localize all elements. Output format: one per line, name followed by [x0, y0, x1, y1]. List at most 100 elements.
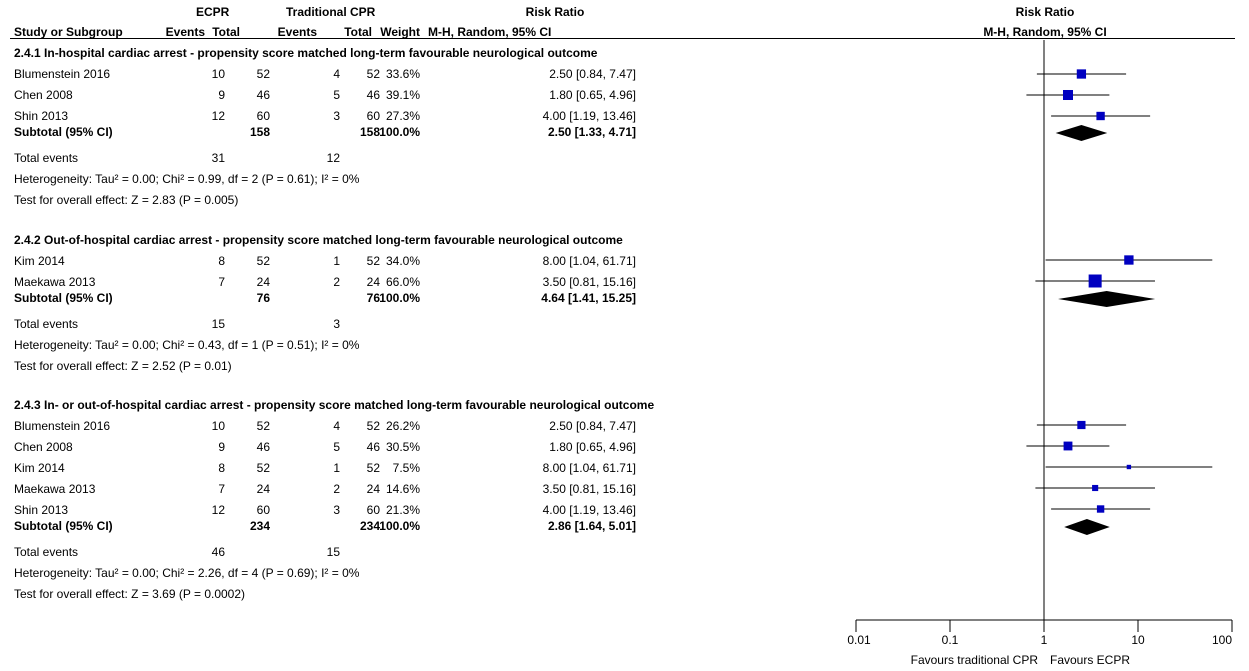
events-ecpr: 7 [218, 275, 225, 289]
overall-effect: Test for overall effect: Z = 2.83 (P = 0… [14, 193, 239, 207]
events-ecpr: 9 [218, 440, 225, 454]
events-trad: 2 [333, 482, 340, 496]
total-events-trad: 12 [326, 151, 340, 165]
weight: 21.3% [385, 503, 420, 517]
total-ecpr: 24 [256, 482, 270, 496]
study-marker [1126, 464, 1132, 470]
group-title: 2.4.1 In-hospital cardiac arrest - prope… [14, 46, 598, 60]
study-marker [1077, 420, 1086, 430]
header-weight: Weight [380, 25, 420, 39]
subtotal-total-trad: 76 [366, 291, 380, 305]
header-events-trad: Events [277, 25, 317, 39]
study-marker [1063, 441, 1073, 451]
total-trad: 46 [366, 88, 380, 102]
subtotal-weight: 100.0% [379, 125, 420, 139]
events-trad: 3 [333, 109, 340, 123]
favours-ecpr-label: Favours ECPR [1050, 653, 1131, 667]
risk-ratio-ci: 8.00 [1.04, 61.71] [542, 254, 636, 268]
total-ecpr: 60 [256, 503, 270, 517]
study-marker [1092, 484, 1099, 492]
total-events-ecpr: 46 [211, 545, 225, 559]
study-name: Blumenstein 2016 [14, 67, 111, 81]
subtotal-diamond [1064, 519, 1110, 535]
risk-ratio-ci: 2.50 [0.84, 7.47] [549, 67, 636, 81]
total-ecpr: 46 [256, 440, 270, 454]
weight: 66.0% [385, 275, 420, 289]
header-row: Study or Subgroup Events Total Events To… [10, 22, 1235, 39]
events-ecpr: 12 [211, 503, 225, 517]
total-events-label: Total events [14, 151, 79, 165]
total-ecpr: 24 [256, 275, 270, 289]
risk-ratio-ci: 3.50 [0.81, 15.16] [542, 275, 636, 289]
weight: 30.5% [385, 440, 420, 454]
risk-ratio-ci: 1.80 [0.65, 4.96] [549, 88, 636, 102]
subtotal-diamond [1055, 125, 1108, 141]
heterogeneity: Heterogeneity: Tau² = 0.00; Chi² = 0.43,… [14, 338, 360, 352]
study-name: Chen 2008 [14, 88, 73, 102]
total-events-label: Total events [14, 317, 79, 331]
heterogeneity: Heterogeneity: Tau² = 0.00; Chi² = 2.26,… [14, 566, 360, 580]
subtotal-total-ecpr: 234 [249, 519, 270, 533]
events-ecpr: 7 [218, 482, 225, 496]
total-trad: 52 [366, 419, 380, 433]
risk-ratio-ci: 8.00 [1.04, 61.71] [542, 461, 636, 475]
weight: 26.2% [385, 419, 420, 433]
total-trad: 60 [366, 109, 380, 123]
header-risk-ratio: Risk Ratio [525, 5, 585, 19]
overall-effect: Test for overall effect: Z = 3.69 (P = 0… [14, 587, 246, 601]
tick-label: 0.01 [847, 633, 871, 647]
total-trad: 46 [366, 440, 380, 454]
study-marker [1096, 505, 1105, 513]
weight: 33.6% [385, 67, 420, 81]
study-marker [1088, 274, 1102, 288]
risk-ratio-ci: 2.50 [0.84, 7.47] [549, 419, 636, 433]
study-name: Kim 2014 [14, 254, 65, 268]
total-events-trad: 15 [326, 545, 340, 559]
events-trad: 5 [333, 88, 340, 102]
header-ecpr: ECPR [196, 5, 230, 19]
total-ecpr: 52 [256, 254, 270, 268]
total-ecpr: 46 [256, 88, 270, 102]
study-marker [1096, 111, 1105, 121]
study-name: Maekawa 2013 [14, 482, 96, 496]
risk-ratio-ci: 4.00 [1.19, 13.46] [542, 503, 636, 517]
study-name: Shin 2013 [14, 503, 69, 517]
total-trad: 24 [366, 275, 380, 289]
study-name: Kim 2014 [14, 461, 65, 475]
total-events-trad: 3 [333, 317, 340, 331]
header-risk-ratio-plot: Risk Ratio [1015, 5, 1075, 19]
study-marker [1062, 89, 1073, 101]
header-study: Study or Subgroup [14, 25, 123, 39]
events-ecpr: 8 [218, 254, 225, 268]
total-trad: 52 [366, 67, 380, 81]
weight: 39.1% [385, 88, 420, 102]
subtotal-label: Subtotal (95% CI) [14, 125, 113, 139]
heterogeneity: Heterogeneity: Tau² = 0.00; Chi² = 0.99,… [14, 172, 360, 186]
subtotal-ci: 4.64 [1.41, 15.25] [541, 291, 636, 305]
header-method-plot: M-H, Random, 95% CI [983, 25, 1107, 39]
subtotal-diamond [1058, 291, 1156, 307]
total-trad: 24 [366, 482, 380, 496]
subtotal-ci: 2.50 [1.33, 4.71] [547, 125, 636, 139]
total-ecpr: 52 [256, 461, 270, 475]
subtotal-total-trad: 234 [359, 519, 380, 533]
subtotal-total-trad: 158 [359, 125, 380, 139]
subtotal-weight: 100.0% [379, 519, 420, 533]
group-title: 2.4.3 In- or out-of-hospital cardiac arr… [14, 398, 655, 412]
study-name: Maekawa 2013 [14, 275, 96, 289]
header-total-trad: Total [344, 25, 372, 39]
total-ecpr: 60 [256, 109, 270, 123]
subtotal-total-ecpr: 158 [249, 125, 270, 139]
events-ecpr: 10 [211, 419, 225, 433]
header-total-ecpr: Total [212, 25, 240, 39]
study-marker [1076, 69, 1087, 79]
subtotal-ci: 2.86 [1.64, 5.01] [547, 519, 636, 533]
subtotal-label: Subtotal (95% CI) [14, 291, 113, 305]
tick-label: 100 [1211, 633, 1233, 647]
weight: 27.3% [385, 109, 420, 123]
events-trad: 3 [333, 503, 340, 517]
study-name: Chen 2008 [14, 440, 73, 454]
total-ecpr: 52 [256, 419, 270, 433]
subtotal-label: Subtotal (95% CI) [14, 519, 113, 533]
study-marker [1124, 255, 1134, 265]
